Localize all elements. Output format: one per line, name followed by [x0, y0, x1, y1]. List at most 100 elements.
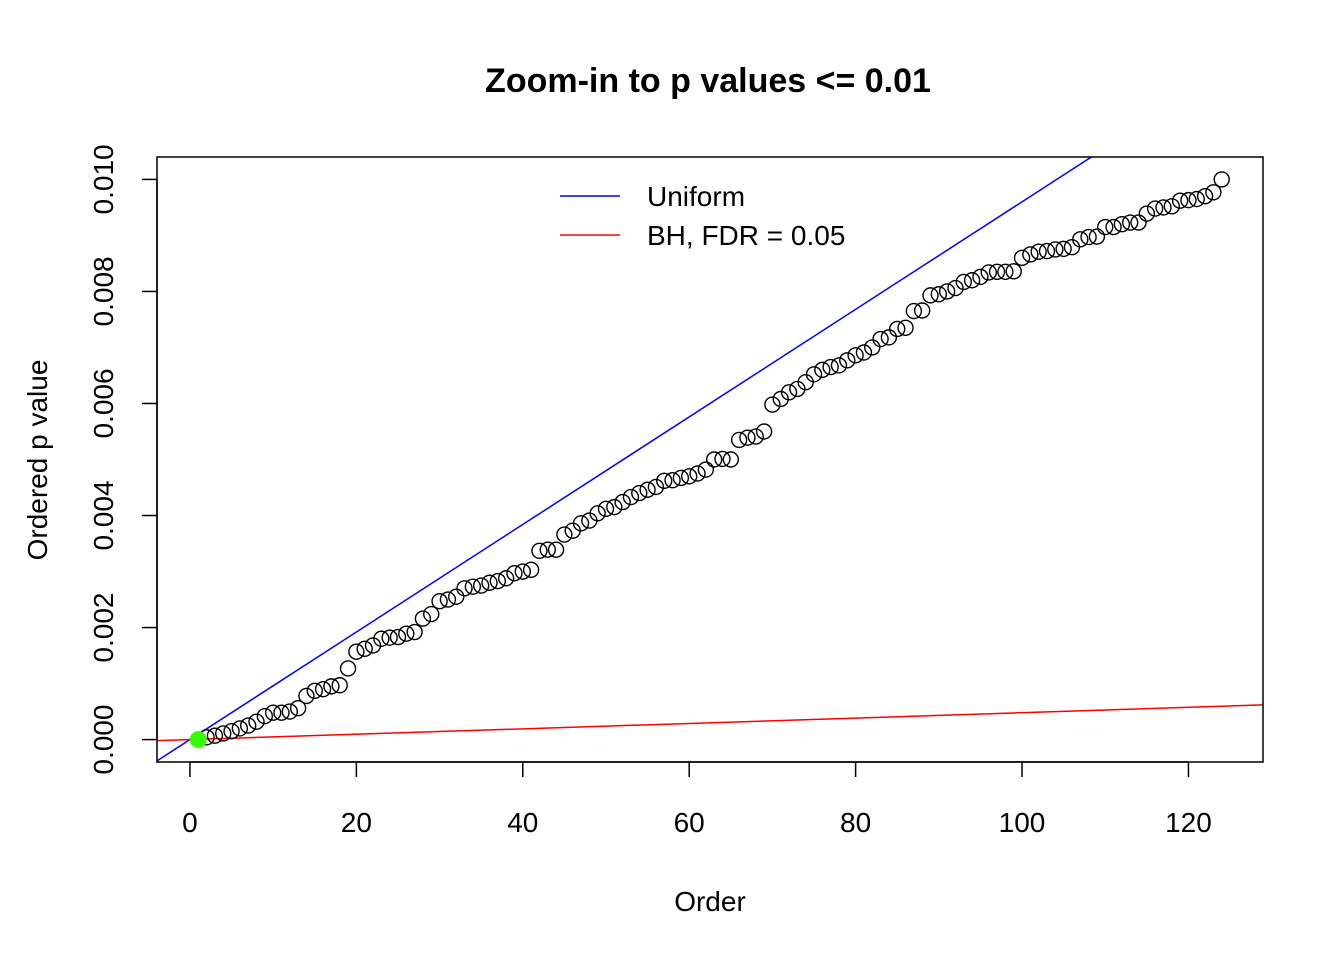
data-point [938, 283, 956, 300]
data-point [306, 682, 323, 700]
data-point [231, 720, 249, 737]
data-point [348, 643, 365, 660]
uniform-line [157, 157, 1093, 762]
data-point [389, 628, 407, 646]
data-point [423, 605, 440, 623]
data-point [864, 339, 881, 356]
data-point [830, 357, 848, 374]
data-point [414, 610, 432, 627]
data-point [822, 358, 839, 376]
x-tick-label: 80 [840, 807, 871, 838]
data-points [189, 171, 1230, 749]
data-point [289, 700, 307, 717]
legend-uniform-label: Uniform [647, 181, 745, 212]
data-point [314, 680, 332, 698]
data-point [789, 380, 806, 398]
data-point [1105, 218, 1122, 236]
data-point [589, 505, 606, 522]
data-point [1088, 228, 1106, 245]
data-point [639, 481, 656, 498]
data-point [664, 472, 681, 489]
data-point [1038, 242, 1056, 260]
data-point [1122, 214, 1139, 231]
data-point [772, 390, 789, 408]
data-point [206, 727, 224, 744]
data-point [905, 302, 923, 320]
data-point [972, 268, 989, 286]
data-point [331, 677, 348, 694]
data-point [281, 703, 298, 720]
data-point [406, 623, 423, 641]
y-tick-label: 0.006 [88, 368, 119, 438]
y-tick-label: 0.010 [88, 144, 119, 214]
chart-title: Zoom-in to p values <= 0.01 [485, 62, 931, 100]
data-point [1113, 216, 1131, 233]
data-point [1163, 198, 1181, 215]
data-point [855, 344, 873, 361]
data-point [1080, 228, 1097, 246]
x-tick-label: 20 [341, 807, 372, 838]
reference-lines [157, 157, 1263, 762]
data-point [1022, 246, 1039, 263]
data-point [656, 472, 673, 489]
y-tick-label: 0.000 [88, 705, 119, 775]
data-point [847, 347, 864, 364]
data-point [531, 542, 548, 560]
x-tick-label: 0 [182, 807, 198, 838]
data-point [980, 264, 997, 281]
data-point [963, 272, 981, 289]
data-point [988, 263, 1006, 281]
data-point [1005, 263, 1022, 280]
data-point [805, 366, 823, 383]
data-point [897, 319, 914, 337]
data-point [764, 396, 781, 413]
data-point [1180, 191, 1197, 209]
data-point [1171, 192, 1189, 209]
data-point [1097, 218, 1114, 236]
data-point [705, 451, 723, 468]
data-point [597, 500, 615, 517]
data-point [947, 279, 964, 297]
data-point [1013, 249, 1031, 267]
data-point [273, 704, 290, 721]
data-point [880, 329, 898, 346]
data-point [1146, 200, 1164, 217]
data-point [439, 591, 457, 608]
data-point [955, 273, 972, 291]
data-point [398, 625, 415, 642]
data-point [1030, 243, 1047, 260]
data-point [323, 678, 340, 695]
data-point [472, 577, 490, 594]
data-point [606, 498, 623, 516]
x-tick-label: 120 [1165, 807, 1212, 838]
legend: Uniform BH, FDR = 0.05 [560, 181, 845, 251]
y-axis-label: Ordered p value [22, 360, 53, 561]
data-point [1138, 205, 1156, 222]
data-point [556, 526, 573, 543]
y-tick-label: 0.004 [88, 480, 119, 550]
data-point [839, 352, 856, 369]
bh-fdr-line [157, 704, 1263, 742]
data-point [539, 541, 556, 558]
x-axis-label: Order [674, 886, 746, 917]
data-point [464, 578, 482, 595]
data-point [739, 429, 756, 446]
data-point [622, 488, 640, 506]
data-point [1130, 214, 1147, 231]
data-point [672, 469, 690, 487]
data-point [1055, 240, 1072, 258]
data-point [1155, 199, 1172, 216]
data-point [730, 431, 748, 449]
data-point [339, 660, 357, 677]
data-point [572, 515, 590, 532]
data-point [755, 423, 773, 440]
data-point [780, 384, 798, 401]
data-point [714, 450, 731, 468]
data-point [889, 320, 906, 338]
y-axis: 0.000 0.002 0.004 0.006 0.008 0.010 [88, 144, 158, 775]
data-point [547, 541, 565, 558]
x-axis: 0 20 40 60 80 100 120 [182, 761, 1212, 838]
data-point [697, 461, 715, 478]
significant-point [189, 731, 207, 749]
data-point [1196, 188, 1214, 205]
